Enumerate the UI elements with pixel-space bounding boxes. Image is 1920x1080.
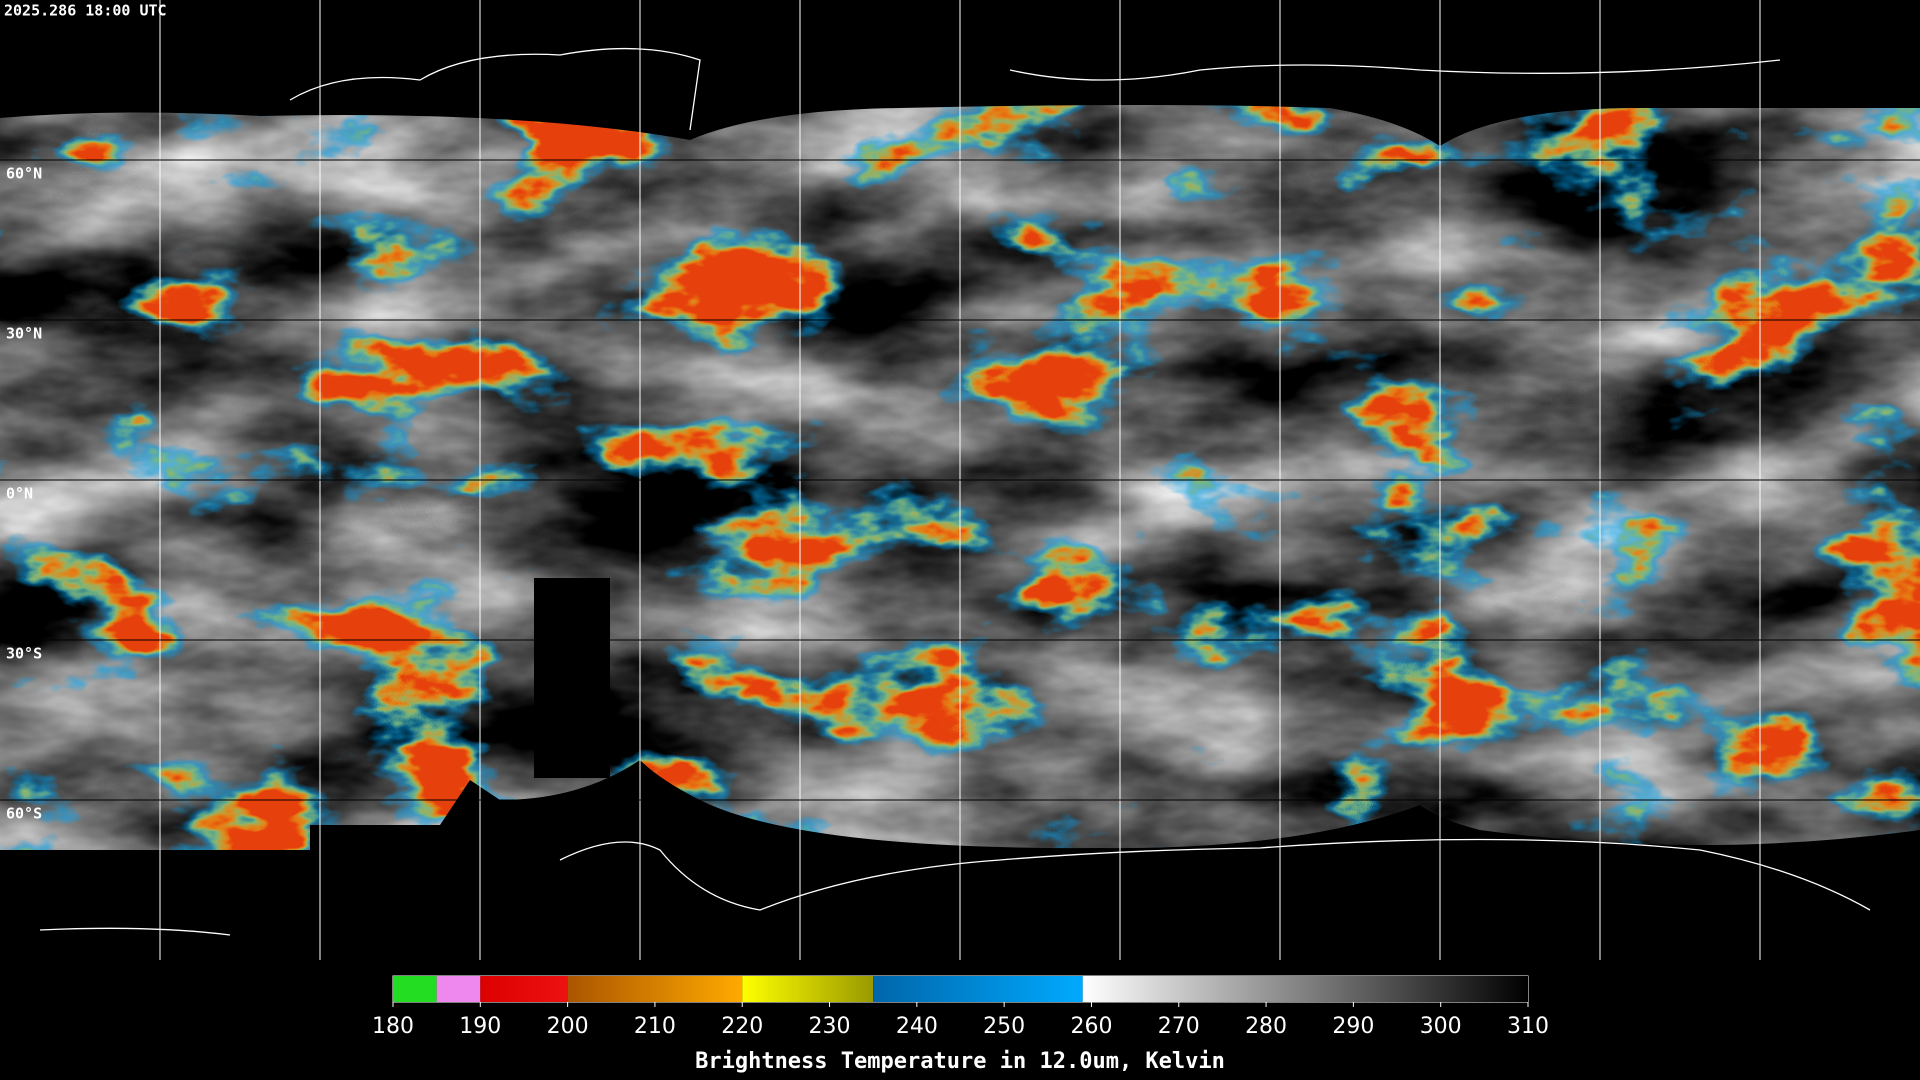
coastline [1009, 59, 1781, 81]
lat-label: 60°S [6, 805, 42, 823]
lat-label: 0°N [6, 485, 33, 503]
coastline [289, 47, 701, 131]
coastline [559, 838, 1871, 911]
colorbar-tick-label: 180 [372, 1014, 414, 1039]
colorbar-tick-label: 190 [459, 1014, 501, 1039]
lat-label: 60°N [6, 165, 42, 183]
colorbar-tick-label: 300 [1420, 1014, 1462, 1039]
colorbar-segment [742, 976, 874, 1002]
colorbar-tick-label: 310 [1507, 1014, 1549, 1039]
colorbar-tick-label: 290 [1332, 1014, 1374, 1039]
colorbar-segment [873, 976, 1083, 1002]
colorbar-segment [567, 976, 743, 1002]
missing-data [534, 578, 610, 778]
colorbar-tick-label: 210 [634, 1014, 676, 1039]
coastline [39, 927, 231, 936]
colorbar-title: Brightness Temperature in 12.0um, Kelvin [695, 1049, 1225, 1074]
timestamp: 2025.286 18:00 UTC [4, 2, 167, 20]
graticule: 60°N 30°N 0°N 30°S 60°S [6, 0, 1761, 960]
colorbar-tick-label: 240 [896, 1014, 938, 1039]
colorbar-tick-label: 200 [547, 1014, 589, 1039]
colorbar-tick-label: 280 [1245, 1014, 1287, 1039]
colorbar-tick-label: 220 [721, 1014, 763, 1039]
colorbar-segment [480, 976, 568, 1002]
colorbar-segment [436, 976, 481, 1002]
lat-label: 30°N [6, 325, 42, 343]
coastlines [39, 47, 1871, 936]
colorbar-tick-label: 260 [1070, 1014, 1112, 1039]
colorbar-segment [1082, 976, 1528, 1002]
colorbar-segment [393, 976, 437, 1002]
colorbar-tick-label: 270 [1158, 1014, 1200, 1039]
colorbar-tick-label: 250 [983, 1014, 1025, 1039]
lat-label: 30°S [6, 645, 42, 663]
colorbar-tick-label: 230 [809, 1014, 851, 1039]
